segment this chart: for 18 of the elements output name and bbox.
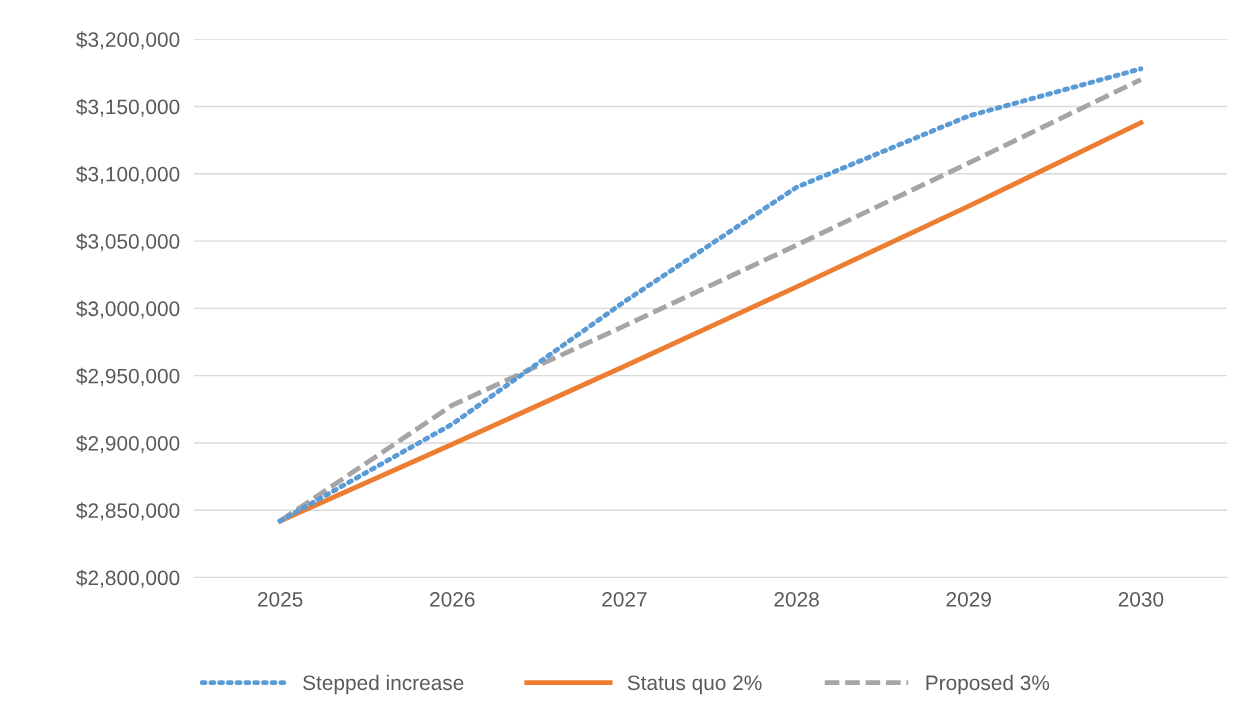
y-tick-label: $3,000,000 [76,300,180,319]
y-tick-label: $2,800,000 [76,569,180,588]
y-tick-label: $3,050,000 [76,233,180,252]
y-tick-label: $2,900,000 [76,435,180,454]
y-tick-label: $3,200,000 [76,31,180,50]
x-tick-label: 2029 [946,591,991,607]
y-tick-label: $2,950,000 [76,367,180,386]
x-tick-label: 2026 [430,591,475,607]
legend-label: Status quo 2% [627,675,762,695]
legend-label: Proposed 3% [926,674,1050,695]
y-tick-label: $2,850,000 [76,502,180,521]
x-tick-label: 2028 [774,591,819,607]
x-tick-label: 2027 [602,591,647,607]
x-tick-label: 2025 [258,591,303,607]
y-tick-label: $3,100,000 [76,165,180,185]
x-tick-label: 2030 [1118,591,1164,607]
y-tick-label: $3,150,000 [76,98,180,117]
legend-label: Stepped increase [303,674,464,695]
